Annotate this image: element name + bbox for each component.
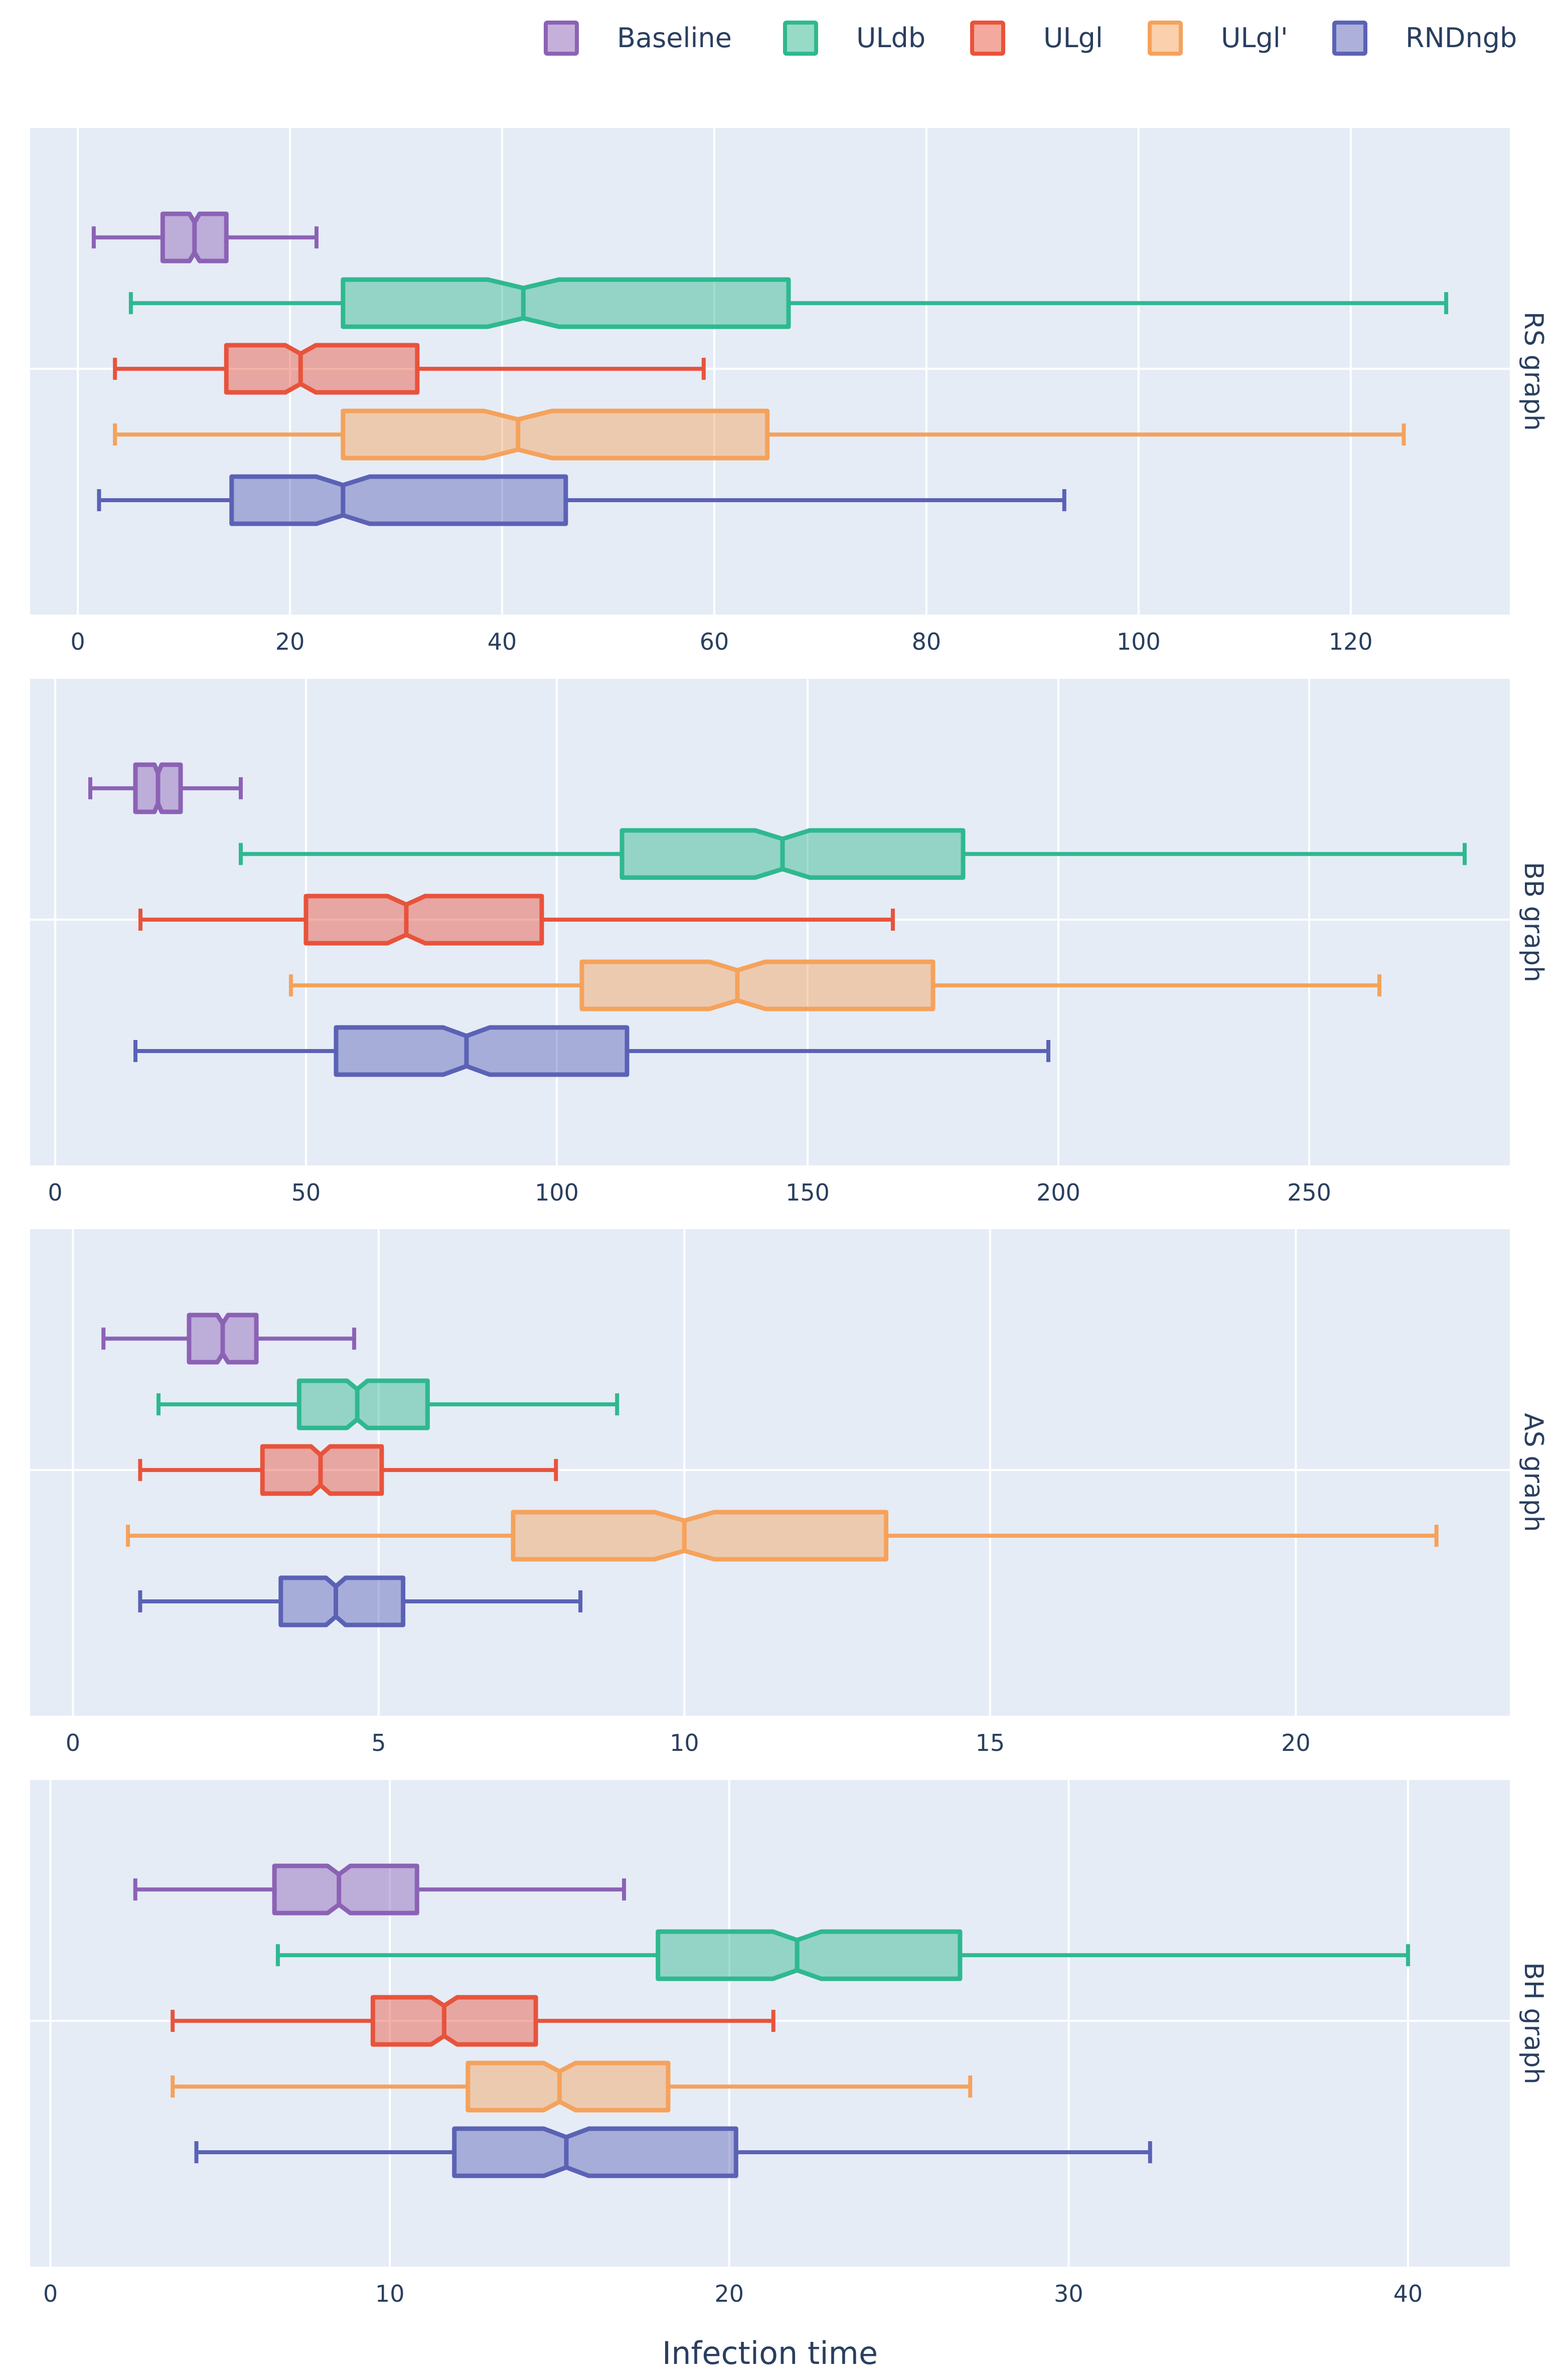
box-rndngb[interactable] bbox=[97, 474, 1066, 526]
box-body bbox=[229, 474, 568, 526]
tick-label: 200 bbox=[1036, 1179, 1080, 1206]
box-ulgl[interactable] bbox=[171, 1995, 775, 2047]
box-body bbox=[511, 1510, 889, 1562]
box-ulgl[interactable] bbox=[113, 343, 706, 395]
box-body bbox=[619, 828, 966, 880]
box-uldb[interactable] bbox=[128, 277, 1449, 329]
panel-bb-graph: 0 50 100 150 200 250 BB graph bbox=[30, 679, 1548, 1206]
legend-label: Baseline bbox=[617, 22, 732, 54]
facet-label: BB graph bbox=[1518, 862, 1548, 982]
box-baseline[interactable] bbox=[91, 211, 319, 263]
legend-item-ulgl[interactable]: ULgl bbox=[970, 21, 1103, 56]
box-ulgl[interactable] bbox=[113, 408, 1406, 461]
box-baseline[interactable] bbox=[88, 762, 243, 814]
box-ulgl[interactable] bbox=[126, 1510, 1439, 1562]
box-body bbox=[341, 408, 770, 461]
box-rndngb[interactable] bbox=[194, 2126, 1152, 2178]
tick-label: 5 bbox=[371, 1729, 386, 1756]
box-body bbox=[465, 2060, 671, 2113]
tick-label: 20 bbox=[275, 628, 305, 655]
box-body bbox=[272, 1863, 419, 1915]
box-baseline[interactable] bbox=[133, 1863, 627, 1915]
tick-label: 0 bbox=[71, 628, 85, 655]
panel-bh-graph: 0 10 20 30 40 BH graph bbox=[30, 1780, 1548, 2307]
legend-label: ULgl bbox=[1043, 22, 1103, 54]
legend: Baseline ULdb ULgl ULgl' RNDngb bbox=[544, 21, 1517, 56]
legend-label: ULdb bbox=[856, 22, 925, 54]
box-baseline[interactable] bbox=[101, 1312, 357, 1365]
legend-swatch bbox=[1148, 21, 1183, 56]
box-uldb[interactable] bbox=[239, 828, 1467, 880]
tick-label: 80 bbox=[912, 628, 942, 655]
panel-rs-graph: 0 20 40 60 80 100 120 RS graph bbox=[30, 128, 1548, 655]
facet-label: BH graph bbox=[1518, 1962, 1548, 2085]
tick-label: 10 bbox=[670, 1729, 699, 1756]
tick-label: 20 bbox=[715, 2280, 744, 2307]
box-rndngb[interactable] bbox=[138, 1575, 583, 1627]
x-axis-title: Infection time bbox=[662, 2335, 878, 2371]
tick-label: 100 bbox=[1117, 628, 1161, 655]
tick-label: 60 bbox=[700, 628, 729, 655]
box-body bbox=[341, 277, 791, 329]
box-ulgl[interactable] bbox=[171, 2060, 973, 2113]
tick-label: 0 bbox=[48, 1179, 62, 1206]
tick-label: 120 bbox=[1329, 628, 1373, 655]
legend-swatch bbox=[970, 21, 1005, 56]
box-uldb[interactable] bbox=[275, 1929, 1411, 1981]
legend-item-rndngb[interactable]: RNDngb bbox=[1332, 21, 1517, 56]
box-body bbox=[296, 1378, 430, 1430]
box-body bbox=[370, 1995, 538, 2047]
box-uldb[interactable] bbox=[156, 1378, 619, 1430]
tick-label: 0 bbox=[43, 2280, 58, 2307]
tick-label: 100 bbox=[535, 1179, 579, 1206]
panel-as-graph: 0 5 10 15 20 AS graph bbox=[30, 1229, 1548, 1756]
legend-swatch bbox=[783, 21, 818, 56]
legend-swatch bbox=[1332, 21, 1367, 56]
box-body bbox=[334, 1025, 630, 1077]
tick-label: 50 bbox=[291, 1179, 321, 1206]
tick-label: 10 bbox=[375, 2280, 405, 2307]
tick-label: 15 bbox=[976, 1729, 1005, 1756]
box-body bbox=[656, 1929, 963, 1981]
legend-label: ULgl' bbox=[1221, 22, 1288, 54]
tick-label: 250 bbox=[1287, 1179, 1331, 1206]
plot-background bbox=[30, 679, 1510, 1165]
facet-label: AS graph bbox=[1518, 1413, 1548, 1532]
box-body bbox=[452, 2126, 738, 2178]
legend-swatch bbox=[544, 21, 579, 56]
box-body bbox=[303, 894, 544, 946]
legend-item-uldb[interactable]: ULdb bbox=[783, 21, 925, 56]
box-body bbox=[579, 959, 935, 1011]
legend-item-ulgl[interactable]: ULgl' bbox=[1148, 21, 1288, 56]
box-ulgl[interactable] bbox=[138, 1444, 558, 1496]
box-ulgl[interactable] bbox=[289, 959, 1381, 1011]
box-ulgl[interactable] bbox=[138, 894, 895, 946]
plot-background bbox=[30, 1229, 1510, 1716]
plot-background bbox=[30, 128, 1510, 615]
box-body bbox=[224, 343, 420, 395]
box-rndngb[interactable] bbox=[133, 1025, 1050, 1077]
tick-label: 30 bbox=[1054, 2280, 1083, 2307]
tick-label: 150 bbox=[786, 1179, 830, 1206]
facet-label: RS graph bbox=[1518, 312, 1548, 431]
legend-item-baseline[interactable]: Baseline bbox=[544, 21, 732, 56]
legend-label: RNDngb bbox=[1405, 22, 1517, 54]
tick-label: 0 bbox=[66, 1729, 80, 1756]
tick-label: 40 bbox=[488, 628, 517, 655]
box-body bbox=[278, 1575, 406, 1627]
plot-background bbox=[30, 1780, 1510, 2267]
tick-label: 40 bbox=[1393, 2280, 1423, 2307]
tick-label: 20 bbox=[1281, 1729, 1311, 1756]
